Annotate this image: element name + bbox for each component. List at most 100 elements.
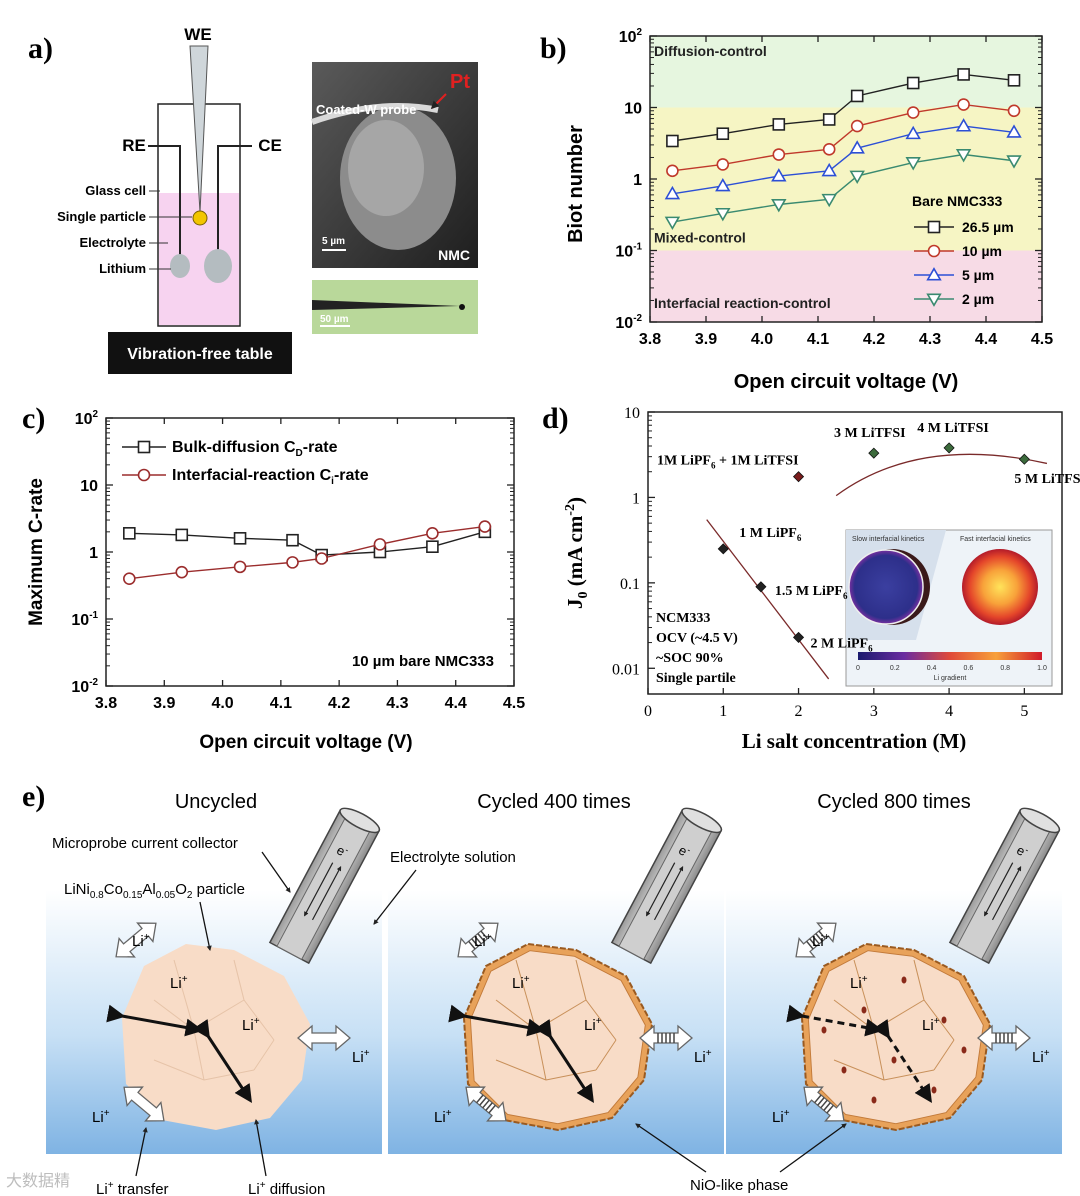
colorbar-tick-label: 0.8 bbox=[1000, 665, 1010, 672]
nio-dot bbox=[891, 1056, 897, 1064]
panel-d-axes: 0 1 2 3 4 5 0.01 0.1 1 10 bbox=[612, 405, 1028, 720]
li-diffusion-arrow-b-1 bbox=[534, 1019, 594, 1104]
x-tick-label: 3.8 bbox=[95, 695, 117, 712]
legend-label-0: Bulk-diffusion CD-rate bbox=[172, 439, 338, 459]
data-point-3-6 bbox=[955, 149, 972, 163]
li-label-tl-0: Li+ bbox=[132, 932, 150, 950]
panel-b-legend: Bare NMC333 26.5 µm 10 µm 5 µm 2 µm bbox=[912, 193, 1014, 307]
data-point-2-2 bbox=[771, 168, 787, 182]
data-point-0-2 bbox=[772, 118, 786, 131]
data-point-4 bbox=[868, 447, 880, 459]
inset-fast-particle bbox=[962, 549, 1038, 625]
probe-top bbox=[681, 807, 723, 834]
nio-dot bbox=[821, 1026, 827, 1034]
x-tick-label: 1 bbox=[719, 703, 727, 720]
li-label-inner-a-1: Li+ bbox=[512, 974, 530, 992]
data-point-1-5 bbox=[373, 538, 387, 551]
probe-top bbox=[1019, 807, 1061, 834]
x-tick-label: 4.3 bbox=[919, 331, 941, 348]
legend-label-2: 5 µm bbox=[962, 267, 994, 283]
data-point-0-0 bbox=[666, 134, 679, 148]
x-tick-label: 4.2 bbox=[863, 331, 885, 348]
we-probe bbox=[189, 45, 209, 213]
table-label: Vibration-free table bbox=[127, 346, 273, 363]
series-line-1 bbox=[129, 525, 485, 580]
li-transfer-arrow-tl-0 bbox=[115, 922, 157, 958]
legend-marker-1 bbox=[927, 244, 941, 258]
data-point-0-3 bbox=[286, 533, 299, 547]
li-diffusion-arrow-a-0 bbox=[106, 1004, 204, 1037]
x-tick-label: 4 bbox=[945, 703, 953, 720]
data-point-2-5 bbox=[905, 125, 921, 140]
x-tick-label: 4.4 bbox=[445, 695, 467, 712]
nio-label: NiO-like phase bbox=[690, 1177, 788, 1194]
li-diffusion-arrow-a-1 bbox=[448, 1004, 546, 1037]
x-tick-label: 4.5 bbox=[503, 695, 525, 712]
particle-formula-label: LiNi0.8Co0.15Al0.05O2 particle bbox=[64, 881, 245, 901]
region-1 bbox=[650, 107, 1042, 251]
li-label-r-1: Li+ bbox=[694, 1048, 712, 1066]
data-point-3-3 bbox=[821, 193, 837, 208]
series-line-0 bbox=[129, 531, 486, 556]
ce-wire bbox=[217, 145, 252, 255]
li-label-tl-1: Li+ bbox=[474, 932, 492, 950]
data-point-1-6 bbox=[426, 527, 439, 540]
electron-arrow-up bbox=[991, 866, 1022, 921]
data-point-0-6 bbox=[426, 540, 439, 553]
data-point-0-7 bbox=[1007, 74, 1021, 87]
data-point-1-7 bbox=[478, 520, 492, 533]
particle-label-arrow bbox=[199, 901, 212, 952]
probe-2: e- bbox=[948, 807, 1061, 965]
legend-marker-3 bbox=[926, 293, 942, 307]
li-diffusion-arrow-b-2 bbox=[872, 1019, 932, 1104]
legend-label-3: 2 µm bbox=[962, 291, 994, 307]
nio-arrow-2 bbox=[779, 1123, 847, 1173]
panel-d-ylabel: J0 (mA cm-2) bbox=[563, 497, 591, 609]
data-point-1-1 bbox=[175, 565, 189, 579]
grain-boundary bbox=[575, 959, 587, 1001]
electron-arrow-up bbox=[311, 866, 342, 921]
x-tick-label: 2 bbox=[795, 703, 803, 720]
lithium-label: Lithium bbox=[99, 261, 146, 276]
data-point-0 bbox=[717, 543, 729, 555]
scene-2: e- Li+ Li+ Li+ Li+ Li+ bbox=[726, 807, 1062, 1154]
panel-b-label: b) bbox=[540, 32, 567, 65]
data-point-3-0 bbox=[664, 216, 681, 230]
data-point-3-7 bbox=[1006, 155, 1022, 169]
panel-e-label: e) bbox=[22, 780, 45, 813]
panel-a-label: a) bbox=[28, 32, 53, 65]
grain-boundary bbox=[595, 1039, 617, 1071]
y-tick-label: 0.01 bbox=[612, 661, 640, 678]
electron-arrow-down bbox=[984, 862, 1014, 917]
scene-title-0: Uncycled bbox=[175, 791, 257, 813]
electron-arrow-up bbox=[653, 866, 684, 921]
electrolyte-label: Electrolyte bbox=[80, 235, 146, 250]
x-tick-label: 5 bbox=[1020, 703, 1028, 720]
data-point-2-7 bbox=[1006, 124, 1022, 138]
x-tick-label: 3 bbox=[870, 703, 878, 720]
inset-fast-label: Fast interfacial kinetics bbox=[960, 536, 1031, 543]
re-wire bbox=[148, 145, 181, 262]
inset-colorbar bbox=[858, 652, 1042, 660]
data-point-2-1 bbox=[715, 177, 731, 192]
nio-dot bbox=[931, 1086, 937, 1094]
data-point-1-0 bbox=[123, 572, 136, 585]
point-label-1: 1.5 M LiPF6 bbox=[775, 584, 848, 601]
sem-scale-label: 5 µm bbox=[322, 236, 345, 247]
panel-c-axes: 3.8 3.9 4.0 4.1 4.2 4.3 4.4 4.5 10-2 10-1 1 10 102 bbox=[71, 409, 525, 712]
grain-boundary bbox=[933, 1039, 955, 1071]
li-label-tl-2: Li+ bbox=[812, 932, 830, 950]
data-point-2-6 bbox=[955, 118, 972, 132]
point-label-4: 3 M LiTFSI bbox=[834, 426, 906, 441]
vibration-free-table bbox=[108, 332, 292, 374]
data-point-2-0 bbox=[664, 185, 681, 200]
data-point-0-0 bbox=[123, 527, 136, 540]
li-label-inner-a-2: Li+ bbox=[850, 974, 868, 992]
sem-nmc-label: NMC bbox=[438, 247, 470, 263]
point-label-6: 5 M LiTFSI bbox=[1014, 472, 1080, 487]
colorbar-tick-label: 0 bbox=[856, 665, 860, 672]
panel-b-xlabel: Open circuit voltage (V) bbox=[734, 371, 958, 393]
probe-top bbox=[339, 807, 381, 834]
legend-label-0: 26.5 µm bbox=[962, 219, 1014, 235]
re-lithium bbox=[170, 254, 190, 278]
